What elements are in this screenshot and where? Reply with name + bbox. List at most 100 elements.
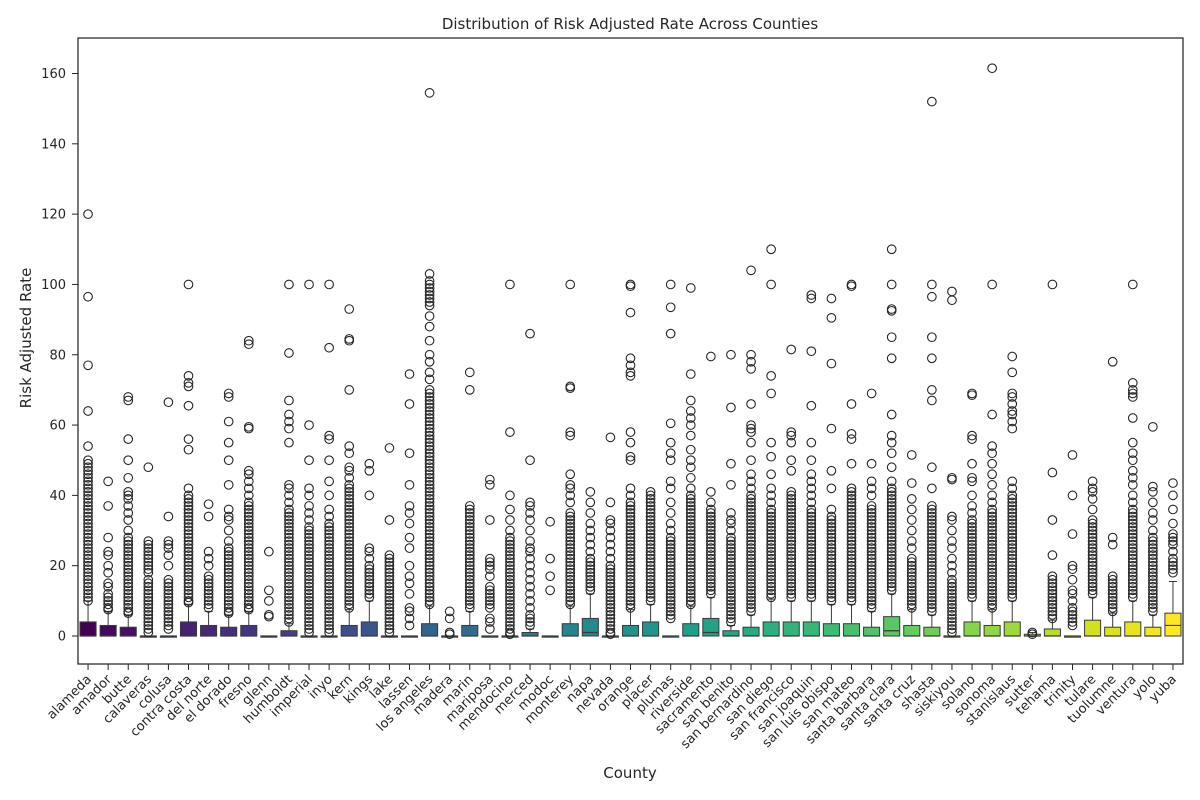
outlier-point bbox=[806, 546, 817, 557]
outlier-point bbox=[585, 497, 596, 508]
outlier-point bbox=[1127, 472, 1138, 483]
outlier-point bbox=[284, 497, 294, 508]
outlier-point bbox=[404, 560, 415, 571]
outlier-point bbox=[464, 550, 475, 560]
outlier-point bbox=[987, 599, 997, 610]
box-san-luis-obispo bbox=[822, 293, 840, 637]
outlier-point bbox=[83, 490, 93, 501]
outlier-point bbox=[846, 560, 857, 571]
outlier-point bbox=[866, 574, 877, 585]
outlier-point bbox=[605, 497, 616, 508]
box-body bbox=[621, 624, 640, 637]
outlier-point bbox=[344, 529, 355, 539]
outlier-point bbox=[324, 511, 334, 522]
outlier-point bbox=[1148, 539, 1158, 550]
outlier-point bbox=[826, 564, 837, 575]
outlier-point bbox=[685, 511, 696, 522]
outlier-point bbox=[826, 578, 837, 589]
outlier-point bbox=[424, 515, 435, 525]
box-yuba bbox=[1164, 478, 1182, 637]
outlier-point bbox=[304, 599, 314, 610]
outlier-point bbox=[424, 469, 435, 480]
outlier-point bbox=[746, 588, 756, 599]
outlier-point bbox=[1127, 388, 1138, 399]
outlier-point bbox=[967, 578, 977, 589]
outlier-point bbox=[987, 574, 997, 585]
outlier-point bbox=[565, 511, 576, 522]
outlier-point bbox=[605, 515, 616, 525]
outlier-point bbox=[1067, 564, 1078, 575]
outlier-point bbox=[886, 578, 897, 589]
outlier-point bbox=[947, 613, 957, 624]
outlier-point bbox=[143, 578, 154, 589]
outlier-point bbox=[444, 627, 455, 638]
outlier-point bbox=[485, 603, 495, 613]
outlier-point bbox=[605, 581, 616, 592]
outlier-point bbox=[786, 550, 797, 560]
outlier-point bbox=[384, 581, 395, 592]
outlier-point bbox=[685, 490, 696, 501]
outlier-point bbox=[846, 550, 857, 560]
outlier-point bbox=[726, 599, 736, 610]
outlier-point bbox=[243, 585, 254, 596]
outlier-point bbox=[1168, 529, 1178, 539]
outlier-point bbox=[1148, 560, 1158, 571]
outlier-point bbox=[464, 567, 475, 578]
outlier-point bbox=[123, 560, 134, 571]
outlier-point bbox=[304, 606, 314, 617]
outlier-point bbox=[223, 603, 234, 613]
outlier-point bbox=[645, 532, 656, 543]
outlier-point bbox=[364, 592, 375, 603]
y-tick-label: 80 bbox=[49, 348, 66, 363]
outlier-point bbox=[424, 483, 435, 494]
outlier-point bbox=[464, 515, 475, 525]
outlier-point bbox=[585, 557, 596, 568]
outlier-point bbox=[766, 490, 776, 501]
outlier-point bbox=[143, 595, 154, 606]
outlier-point bbox=[183, 515, 194, 525]
outlier-point bbox=[123, 592, 134, 603]
outlier-point bbox=[746, 515, 756, 525]
outlier-point bbox=[685, 571, 696, 582]
outlier-point bbox=[746, 606, 756, 617]
outlier-point bbox=[304, 539, 314, 550]
outlier-point bbox=[685, 508, 696, 518]
outlier-point bbox=[746, 578, 756, 589]
outlier-point bbox=[203, 546, 214, 557]
outlier-point bbox=[886, 574, 897, 585]
outlier-point bbox=[464, 585, 475, 596]
outlier-point bbox=[364, 553, 375, 564]
outlier-point bbox=[947, 599, 957, 610]
outlier-point bbox=[625, 536, 636, 546]
outlier-point bbox=[384, 610, 395, 620]
outlier-point bbox=[927, 96, 937, 107]
outlier-point bbox=[585, 546, 596, 557]
box-body bbox=[200, 624, 218, 637]
outlier-point bbox=[565, 525, 576, 536]
outlier-point bbox=[565, 515, 576, 525]
outlier-point bbox=[565, 483, 576, 494]
outlier-point bbox=[1148, 606, 1158, 617]
outlier-point bbox=[665, 550, 676, 560]
outlier-point bbox=[786, 532, 797, 543]
outlier-point bbox=[967, 546, 977, 557]
box-kern bbox=[340, 304, 358, 637]
outlier-point bbox=[605, 432, 616, 443]
outlier-point bbox=[766, 518, 776, 529]
outlier-point bbox=[826, 588, 837, 599]
outlier-point bbox=[987, 571, 997, 582]
outlier-point bbox=[1007, 416, 1018, 427]
outlier-point bbox=[746, 399, 756, 409]
outlier-point bbox=[103, 476, 113, 487]
box-mariposa bbox=[481, 474, 499, 638]
outlier-point bbox=[344, 465, 355, 476]
outlier-point bbox=[304, 490, 314, 501]
outlier-point bbox=[625, 574, 636, 585]
outlier-point bbox=[726, 564, 736, 575]
outlier-point bbox=[826, 465, 837, 476]
outlier-point bbox=[344, 553, 355, 564]
outlier-point bbox=[525, 508, 535, 518]
outlier-point bbox=[384, 588, 395, 599]
outlier-point bbox=[967, 472, 977, 483]
outlier-point bbox=[826, 536, 837, 546]
